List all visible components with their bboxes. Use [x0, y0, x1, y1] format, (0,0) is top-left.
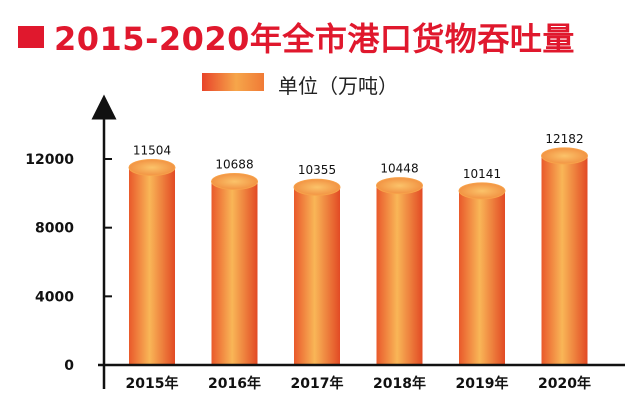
bar-cap: [458, 182, 506, 200]
bar-body: [211, 181, 258, 365]
x-tick-label: 2015年: [126, 375, 179, 392]
chart-title: 2015-2020年全市港口货物吞吐量: [54, 20, 575, 58]
bar-2017年: [293, 178, 341, 365]
x-tick-label: 2020年: [538, 375, 591, 392]
bar-2019年: [458, 182, 506, 365]
x-tick-label: 2016年: [208, 375, 261, 392]
data-label: 10688: [215, 158, 253, 172]
x-tick-label: 2018年: [373, 375, 426, 392]
bar-2018年: [376, 177, 423, 365]
y-tick-label: 8000: [35, 221, 74, 237]
bar-body: [376, 185, 423, 365]
bar-cap: [376, 177, 423, 195]
bar-cap: [128, 159, 176, 177]
y-tick-label: 4000: [35, 289, 74, 305]
bar-body: [294, 187, 340, 365]
data-label: 10355: [298, 163, 336, 177]
x-tick-label: 2017年: [291, 375, 344, 392]
x-tick-label: 2019年: [456, 375, 509, 392]
bar-body: [129, 167, 175, 365]
bar-body: [541, 155, 588, 365]
bar-cap: [541, 147, 588, 165]
bar-2020年: [541, 147, 588, 365]
y-tick-label: 12000: [25, 152, 74, 168]
legend-swatch: [202, 73, 264, 91]
title-marker: [18, 26, 44, 48]
bar-cap: [211, 173, 258, 191]
legend-label: 单位（万吨）: [278, 74, 398, 98]
bar-2016年: [211, 173, 258, 365]
data-label: 10141: [463, 167, 501, 181]
bar-2015年: [128, 159, 176, 365]
data-label: 11504: [133, 144, 171, 158]
bar-cap: [293, 178, 341, 196]
data-label: 12182: [545, 132, 583, 146]
bar-body: [459, 190, 505, 365]
y-tick-label: 0: [64, 358, 74, 374]
data-label: 10448: [380, 162, 418, 176]
